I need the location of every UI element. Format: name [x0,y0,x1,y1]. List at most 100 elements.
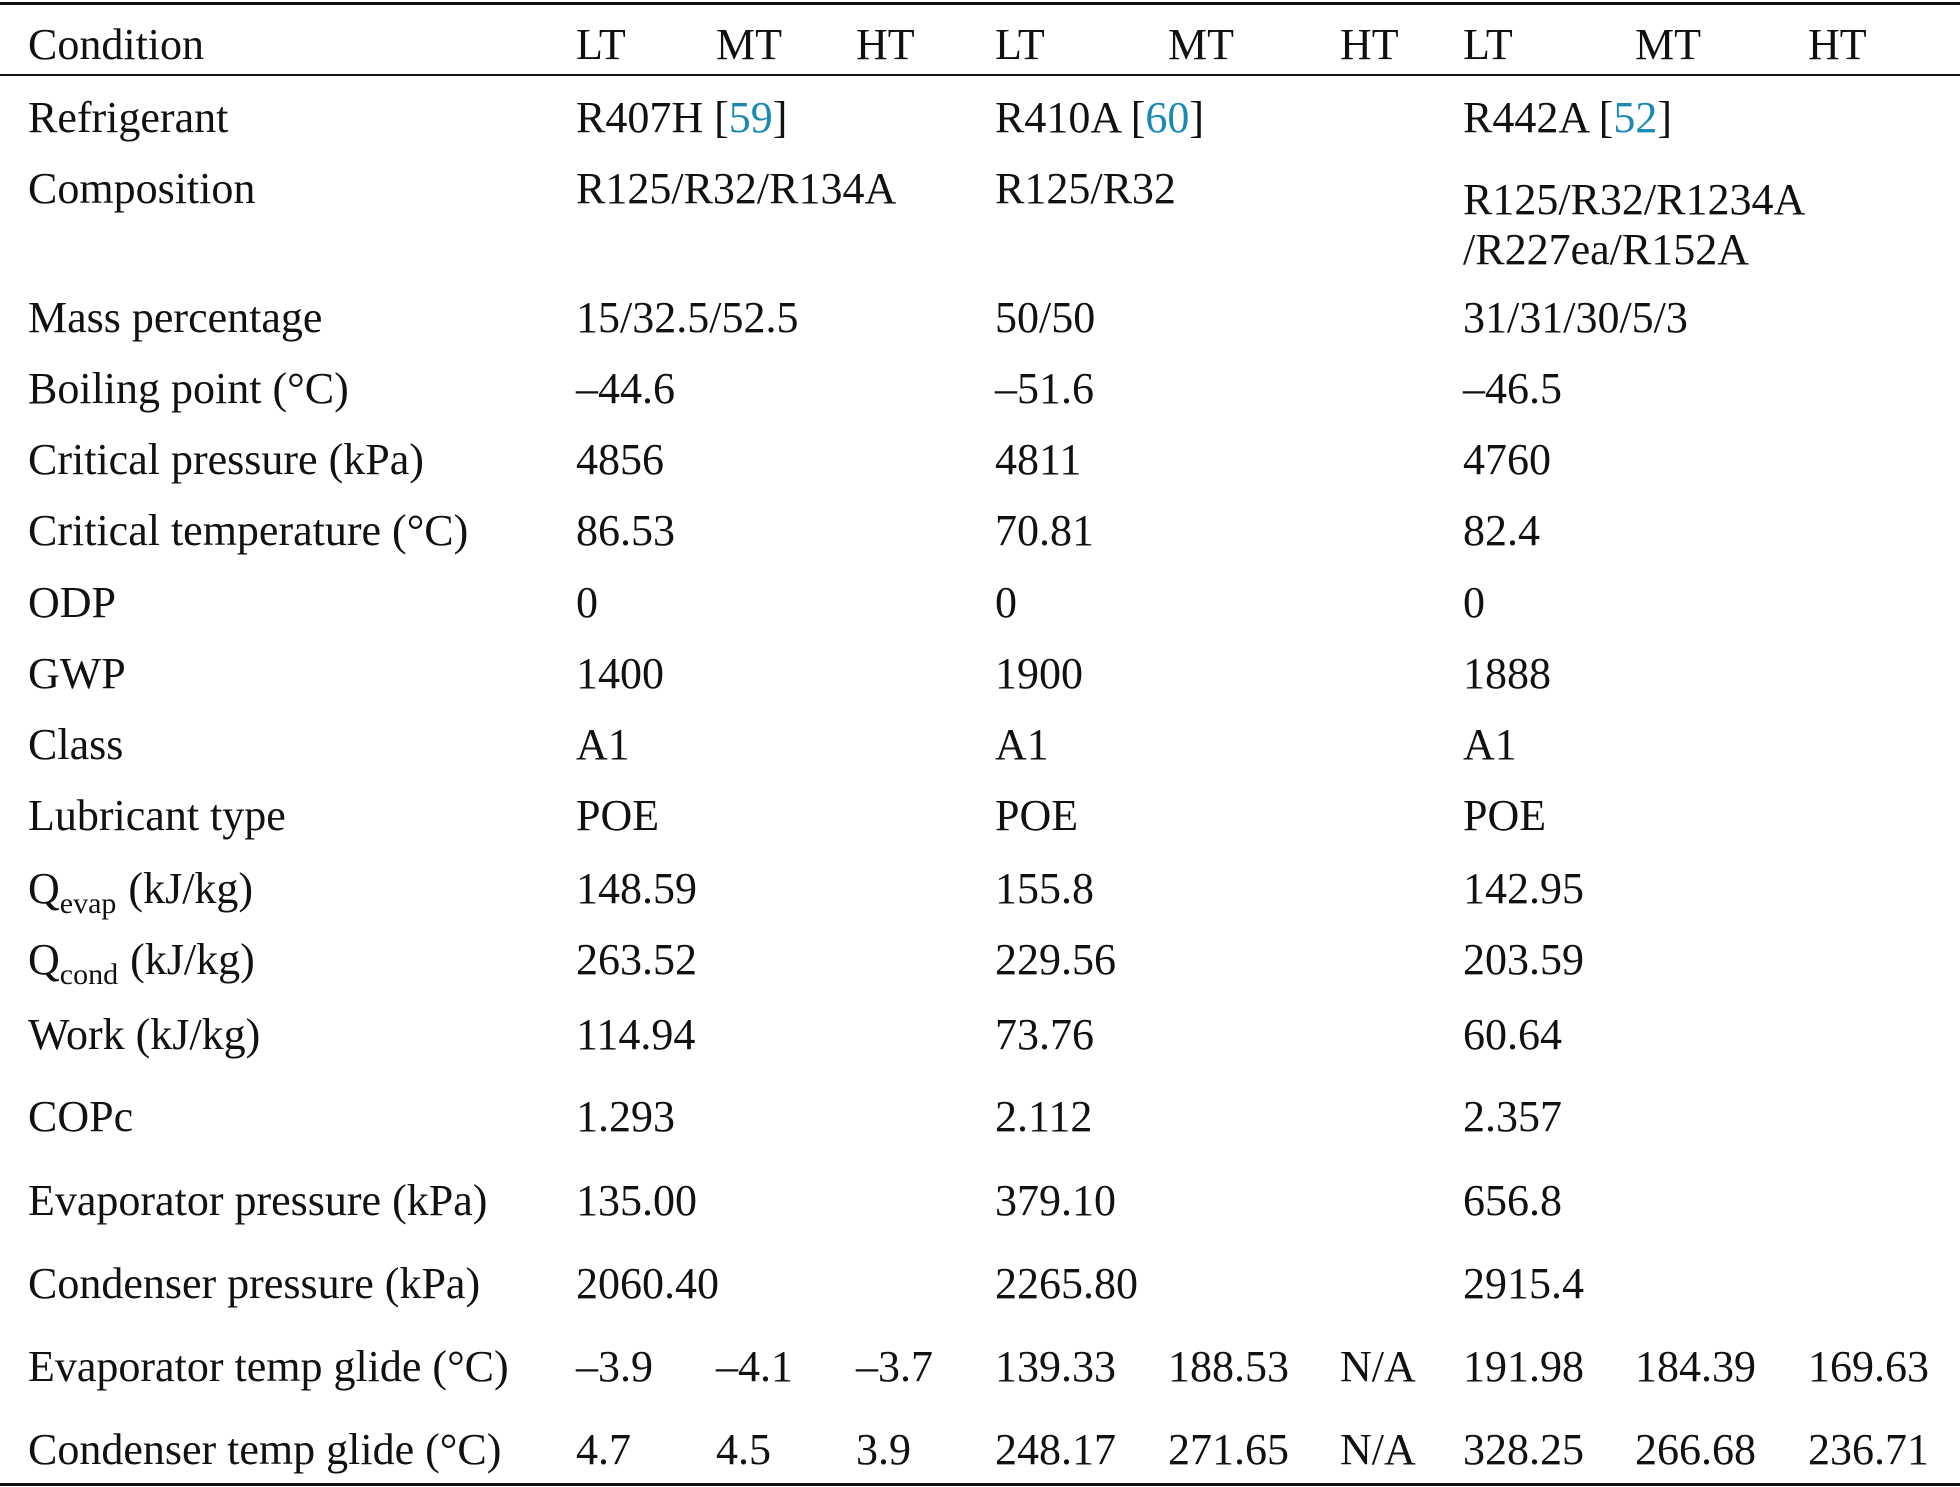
value-cell: –44.6 [576,364,675,413]
label-unit: (kJ/kg) [128,864,254,913]
value-cell: 4.7 [576,1425,631,1474]
bracket: ] [1189,93,1205,142]
refrigerant-name: R410A [ [995,93,1146,142]
refrigerant-name: R442A [ [1463,93,1614,142]
row-label: COPc [28,1092,134,1141]
value-cell: 184.39 [1635,1342,1756,1391]
bracket: ] [772,93,788,142]
row-label: Evaporator temp glide (°C) [28,1342,509,1391]
value-cell: 229.56 [995,935,1116,984]
value-cell: POE [995,791,1079,840]
value-cell: 82.4 [1463,506,1540,555]
value-cell: 148.59 [576,864,697,913]
value-cell: 31/31/30/5/3 [1463,293,1688,342]
value-cell: –51.6 [995,364,1094,413]
value-cell: R407H [59] [576,93,787,143]
value-cell: 328.25 [1463,1425,1584,1474]
row-label: Boiling point (°C) [28,364,349,413]
label-subscript: cond [59,958,119,991]
value-cell: 60.64 [1463,1010,1562,1059]
value-cell: 70.81 [995,506,1094,555]
header-cell: LT [576,20,626,69]
value-cell: 4.5 [716,1425,771,1474]
row-label: ODP [28,578,117,627]
value-cell: 155.8 [995,864,1094,913]
label-text: Q [28,864,60,913]
value-cell: 169.63 [1808,1342,1929,1391]
header-cell: HT [1340,20,1399,69]
bracket: ] [1657,93,1673,142]
value-cell: 86.53 [576,506,675,555]
value-cell: 2265.80 [995,1259,1138,1308]
value-cell: 188.53 [1168,1342,1289,1391]
value-cell: 3.9 [856,1425,911,1474]
value-cell: 1.293 [576,1092,675,1141]
row-label: Refrigerant [28,93,229,142]
header-cell: MT [716,20,782,69]
value-cell: 139.33 [995,1342,1116,1391]
header-cell: LT [995,20,1045,69]
header-cell: MT [1635,20,1701,69]
value-cell: 0 [995,578,1017,627]
value-cell: 0 [576,578,598,627]
value-cell: R125/R32 [995,164,1176,213]
header-cell: HT [1808,20,1867,69]
value-cell: 1900 [995,649,1083,698]
value-cell: R125/R32/R134A [576,164,897,213]
value-cell: 0 [1463,578,1485,627]
row-label: Composition [28,164,256,213]
row-label: Work (kJ/kg) [28,1010,261,1059]
value-cell: 266.68 [1635,1425,1756,1474]
value-cell: 2915.4 [1463,1259,1584,1308]
value-cell: –46.5 [1463,364,1562,413]
row-label: Evaporator pressure (kPa) [28,1176,488,1225]
value-cell: POE [576,791,660,840]
value-cell: 2.112 [995,1092,1093,1141]
refrigerant-name: R407H [ [576,93,729,142]
row-label: Class [28,720,124,769]
citation[interactable]: 59 [728,93,773,142]
label-unit: (kJ/kg) [130,935,255,984]
value-cell: 656.8 [1463,1176,1562,1225]
value-cell: –4.1 [716,1342,793,1391]
value-cell: R410A [60] [995,93,1204,143]
top-rule [0,2,1960,5]
value-cell: N/A [1340,1342,1416,1391]
header-rule [0,74,1960,76]
value-cell: 4811 [995,435,1082,484]
value-cell: 73.76 [995,1010,1094,1059]
row-label: Qcond (kJ/kg) [28,935,255,990]
value-cell: 1400 [576,649,664,698]
value-cell: A1 [995,720,1049,769]
row-label: Critical temperature (°C) [28,506,469,555]
value-cell: 263.52 [576,935,697,984]
header-cell: LT [1463,20,1513,69]
value-line: /R227ea/R152A [1463,225,1749,274]
value-cell: 50/50 [995,293,1096,342]
value-cell: 135.00 [576,1176,697,1225]
row-label: Lubricant type [28,791,286,840]
row-label: GWP [28,649,126,698]
header-cell: Condition [28,20,205,69]
row-label: Condenser pressure (kPa) [28,1259,481,1308]
value-line: R125/R32/R1234A [1463,175,1806,224]
value-cell: 379.10 [995,1176,1116,1225]
row-label: Mass percentage [28,293,323,342]
citation[interactable]: 60 [1145,93,1190,142]
row-label: Critical pressure (kPa) [28,435,424,484]
value-cell: 15/32.5/52.5 [576,293,799,342]
citation[interactable]: 52 [1613,93,1658,142]
row-label: Qevap (kJ/kg) [28,864,254,919]
value-cell: 142.95 [1463,864,1584,913]
value-cell: 114.94 [576,1010,696,1059]
value-cell: –3.9 [576,1342,653,1391]
value-cell: A1 [576,720,630,769]
row-label: Condenser temp glide (°C) [28,1425,502,1474]
value-cell: 236.71 [1808,1425,1929,1474]
value-cell: R442A [52] [1463,93,1672,143]
value-cell: 191.98 [1463,1342,1584,1391]
label-subscript: evap [59,887,117,920]
value-cell: R125/R32/R1234A/R227ea/R152A [1463,175,1805,275]
value-cell: POE [1463,791,1547,840]
